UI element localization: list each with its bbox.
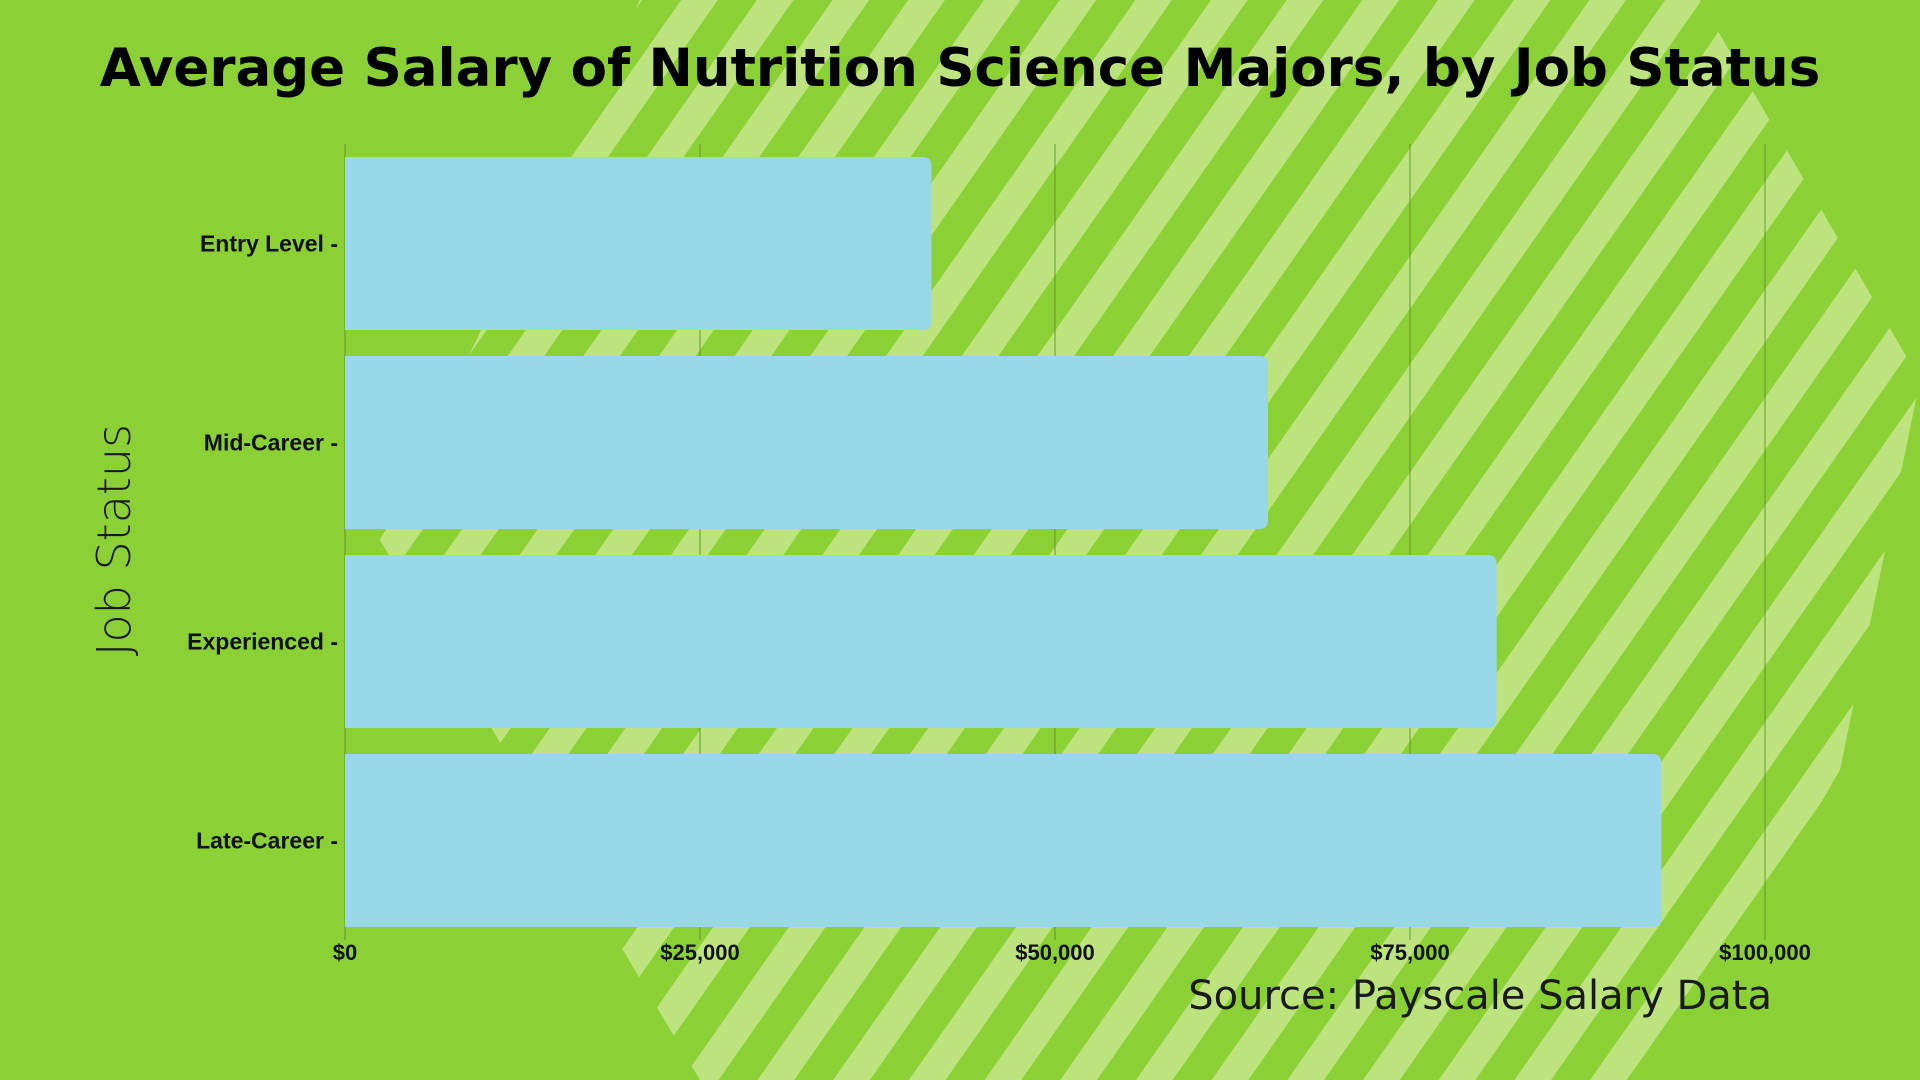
x-tick-label: $100,000 [1719, 940, 1811, 965]
y-axis-title: Job Status [87, 423, 141, 657]
value-axis: $0 $25,000 $50,000 $75,000 $100,000 [333, 940, 1811, 965]
bar-late-career [345, 754, 1662, 927]
x-tick-label: $25,000 [660, 940, 740, 965]
bar-entry-level [345, 157, 932, 330]
category-label: Mid-Career - [204, 430, 338, 456]
x-tick-label: $75,000 [1370, 940, 1450, 965]
category-label: Entry Level - [200, 231, 338, 257]
chart-title: Average Salary of Nutrition Science Majo… [99, 38, 1821, 99]
x-tick-label: $0 [333, 940, 357, 965]
x-tick-label: $50,000 [1015, 940, 1095, 965]
source-annotation: Source: Payscale Salary Data [1188, 973, 1772, 1019]
category-axis: Entry Level - Mid-Career - Experienced - La… [187, 231, 338, 854]
category-label: Late-Career - [196, 828, 338, 854]
bar-mid-career [345, 356, 1268, 529]
bars [345, 157, 1662, 927]
bar-experienced [345, 555, 1497, 728]
category-label: Experienced - [187, 629, 338, 655]
